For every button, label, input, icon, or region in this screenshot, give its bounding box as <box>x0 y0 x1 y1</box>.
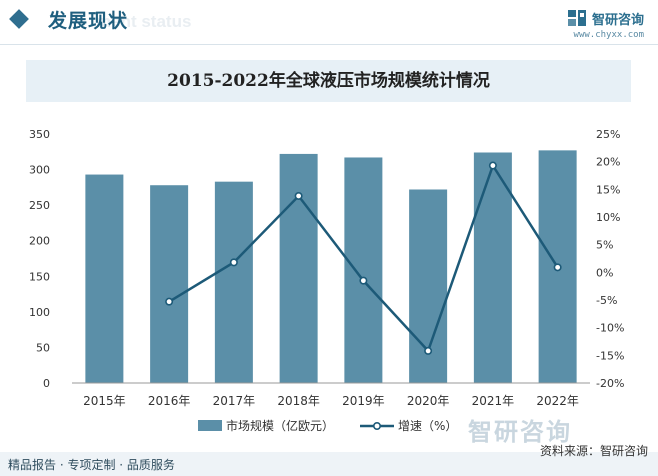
growth-point <box>229 258 238 267</box>
y-right-tick-label: -15% <box>596 349 624 362</box>
x-tick-label: 2017年 <box>213 394 256 408</box>
brand-logo-icon <box>567 10 586 26</box>
y-left-tick-label: 100 <box>29 306 50 319</box>
y-right-tick-label: -10% <box>596 322 624 335</box>
x-tick-label: 2018年 <box>277 394 320 408</box>
y-left-tick-label: 250 <box>29 199 50 212</box>
data-source: 资料来源：智研咨询 <box>539 444 648 458</box>
y-left-tick-label: 50 <box>36 341 50 354</box>
y-right-tick-label: 15% <box>596 183 620 196</box>
y-right-tick-label: -5% <box>596 294 617 307</box>
brand-name: 智研咨询 <box>591 12 644 28</box>
y-right-tick-label: 25% <box>596 128 620 141</box>
footer-watermark: 智研咨询 <box>468 418 572 446</box>
growth-point <box>488 161 497 170</box>
legend-label-bar: 市场规模（亿欧元） <box>226 418 334 433</box>
growth-point <box>553 263 562 272</box>
y-left-tick-label: 0 <box>43 377 50 390</box>
x-tick-label: 2016年 <box>148 394 191 408</box>
footer-band <box>0 452 658 476</box>
y-right-tick-label: -20% <box>596 377 624 390</box>
legend-swatch-bar <box>198 420 222 431</box>
header-divider <box>0 44 658 45</box>
chart-title: 2015-2022年全球液压市场规模统计情况 <box>167 71 490 91</box>
bar <box>150 185 189 383</box>
growth-point <box>294 191 303 200</box>
title-band <box>26 60 631 102</box>
y-right-tick-label: 5% <box>596 239 613 252</box>
bar <box>279 153 318 383</box>
legend-label-line: 增速（%） <box>398 419 457 433</box>
header-ghost-text: ment status <box>96 12 192 31</box>
x-tick-label: 2015年 <box>83 394 126 408</box>
x-tick-label: 2020年 <box>407 394 450 408</box>
x-tick-label: 2022年 <box>536 394 579 408</box>
y-right-tick-label: 0% <box>596 266 613 279</box>
brand-url: www.chyxx.com <box>573 30 644 40</box>
y-right-tick-label: 20% <box>596 156 620 169</box>
y-left-tick-label: 300 <box>29 164 50 177</box>
x-tick-label: 2021年 <box>472 394 515 408</box>
bar <box>473 152 512 383</box>
y-right-tick-label: 10% <box>596 211 620 224</box>
y-left-tick-label: 150 <box>29 270 50 283</box>
y-left-tick-label: 350 <box>29 128 50 141</box>
footer-tagline: 精品报告 · 专项定制 · 品质服务 <box>8 458 175 472</box>
legend-swatch-point <box>372 421 381 430</box>
section-title: 发展现状 <box>48 10 129 32</box>
growth-point <box>359 276 368 285</box>
bar <box>344 157 383 383</box>
bar <box>214 181 253 383</box>
brand-logo-group: 智研咨询 <box>567 8 644 28</box>
growth-point <box>424 346 433 355</box>
x-tick-label: 2019年 <box>342 394 385 408</box>
bar <box>85 174 124 383</box>
y-left-tick-label: 200 <box>29 235 50 248</box>
growth-point <box>165 297 174 306</box>
